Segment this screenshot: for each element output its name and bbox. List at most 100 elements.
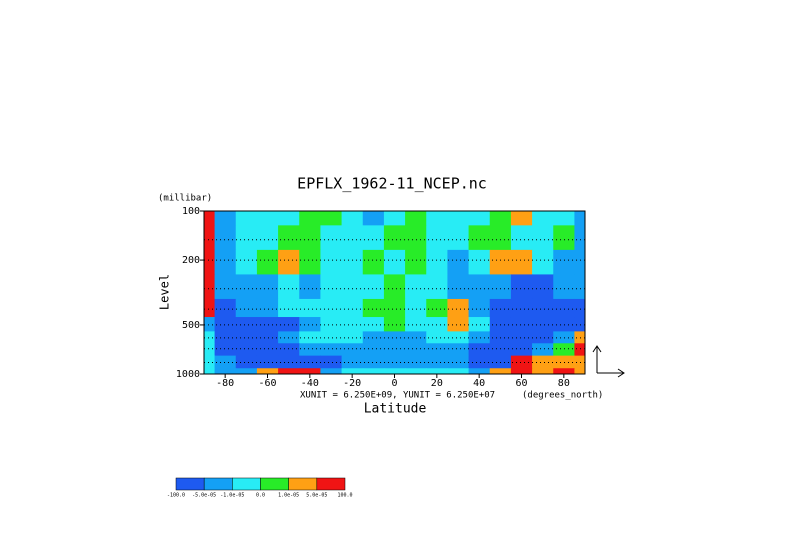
contour-cell (204, 368, 216, 375)
contour-cell (405, 343, 427, 357)
colorbar-label: 100.0 (337, 493, 352, 499)
contour-cell (405, 211, 427, 226)
contour-cell (362, 249, 385, 275)
contour-cell (426, 317, 448, 332)
vector-units-note: XUNIT = 6.250E+09, YUNIT = 6.250E+07 (300, 391, 495, 401)
contour-cell (214, 298, 237, 318)
contour-cell (553, 274, 575, 300)
contour-cell (447, 249, 470, 275)
contour-field (204, 211, 586, 375)
contour-cell (532, 317, 554, 332)
contour-cell (383, 368, 406, 375)
contour-cell (426, 368, 448, 375)
contour-cell (235, 211, 258, 226)
contour-cell (447, 343, 470, 357)
contour-cell (383, 355, 406, 369)
contour-cell (447, 274, 470, 300)
colorbar-label: -1.0e-05 (220, 493, 244, 499)
contour-cell (299, 211, 321, 226)
contour-cell (553, 225, 575, 251)
contour-cell (574, 225, 586, 251)
contour-cell (320, 249, 343, 275)
contour-cell (214, 317, 237, 332)
y-axis-label: Level (158, 274, 172, 310)
contour-cell (383, 317, 406, 332)
contour-cell (204, 355, 216, 369)
x-tick-label: 60 (515, 378, 527, 389)
contour-cell (256, 274, 279, 300)
contour-cell (447, 298, 470, 318)
contour-cell (532, 331, 554, 344)
contour-cell (468, 343, 491, 357)
colorbar-swatch (316, 477, 346, 491)
contour-cell (426, 331, 448, 344)
contour-cell (341, 368, 364, 375)
colorbar-label: -100.0 (167, 493, 185, 499)
contour-cell (362, 355, 385, 369)
contour-cell (235, 355, 258, 369)
contour-cell (510, 274, 533, 300)
contour-cell (256, 331, 279, 344)
contour-cell (489, 211, 512, 226)
x-tick-label: 80 (558, 378, 570, 389)
contour-cell (299, 343, 321, 357)
contour-cell (405, 274, 427, 300)
contour-cell (532, 368, 554, 375)
contour-cell (447, 225, 470, 251)
contour-cell (320, 317, 343, 332)
x-axis-label: Latitude (364, 402, 427, 417)
contour-cell (510, 355, 533, 369)
y-tick-label: 200 (182, 255, 200, 266)
colorbar: -100.0 -5.0e-05 -1.0e-05 0.0 1.0e-05 5.0e-05 1… (167, 477, 353, 499)
contour-cell (320, 274, 343, 300)
contour-cell (383, 211, 406, 226)
contour-cell (468, 331, 491, 344)
contour-cell (468, 355, 491, 369)
contour-cell (532, 355, 554, 369)
contour-cell (553, 249, 575, 275)
x-tick-label: -20 (343, 378, 361, 389)
contour-cell (362, 317, 385, 332)
colorbar-label: 0.0 (256, 493, 265, 499)
contour-cell (204, 225, 216, 251)
contour-cell (553, 211, 575, 226)
contour-cell (553, 298, 575, 318)
x-tick-label: 20 (431, 378, 443, 389)
contour-cell (341, 225, 364, 251)
x-tick-label: -40 (301, 378, 319, 389)
contour-cell (362, 211, 385, 226)
contour-cell (489, 274, 512, 300)
contour-cell (278, 368, 300, 375)
contour-cell (426, 298, 448, 318)
colorbar-swatch (260, 477, 289, 491)
contour-cell (214, 249, 237, 275)
contour-cell (235, 331, 258, 344)
contour-cell (235, 225, 258, 251)
contour-cell (204, 274, 216, 300)
contour-cell (320, 298, 343, 318)
contour-cell (362, 225, 385, 251)
contour-cell (320, 343, 343, 357)
contour-cell (256, 298, 279, 318)
contour-cell (204, 343, 216, 357)
contour-cell (214, 368, 237, 375)
contour-cell (320, 225, 343, 251)
contour-cell (235, 298, 258, 318)
contour-cell (214, 225, 237, 251)
contour-cell (235, 249, 258, 275)
colorbar-swatch (175, 477, 205, 491)
contour-cell (510, 331, 533, 344)
colorbar-label: 5.0e-05 (306, 493, 327, 499)
contour-cell (574, 211, 586, 226)
contour-cell (574, 368, 586, 375)
contour-cell (426, 249, 448, 275)
arrow-head (617, 368, 625, 378)
x-unit: (degrees_north) (522, 391, 603, 401)
contour-cell (447, 211, 470, 226)
colorbar-swatch (232, 477, 261, 491)
contour-cell (468, 225, 491, 251)
contour-cell (468, 211, 491, 226)
contour-cell (553, 368, 575, 375)
contour-cell (510, 317, 533, 332)
contour-cell (341, 343, 364, 357)
